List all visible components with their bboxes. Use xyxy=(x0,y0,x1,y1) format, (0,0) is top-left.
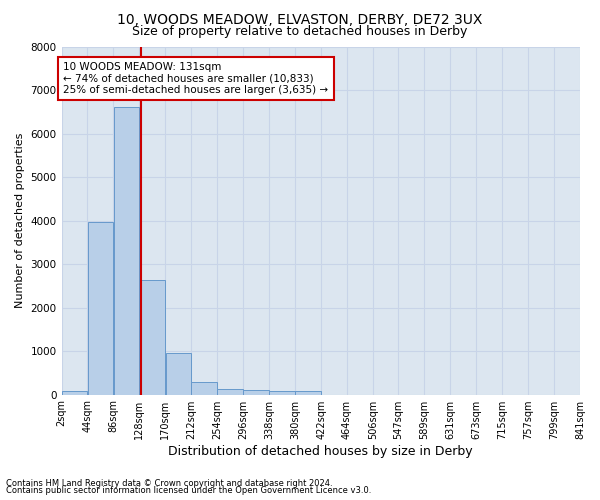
Bar xyxy=(140,280,165,394)
Y-axis label: Number of detached properties: Number of detached properties xyxy=(15,133,25,308)
X-axis label: Distribution of detached houses by size in Derby: Distribution of detached houses by size … xyxy=(169,444,473,458)
Bar xyxy=(166,353,191,395)
Text: Size of property relative to detached houses in Derby: Size of property relative to detached ho… xyxy=(133,25,467,38)
Bar xyxy=(269,392,295,394)
Bar xyxy=(217,389,243,394)
Text: Contains public sector information licensed under the Open Government Licence v3: Contains public sector information licen… xyxy=(6,486,371,495)
Bar xyxy=(191,382,217,394)
Bar xyxy=(62,392,88,394)
Text: 10 WOODS MEADOW: 131sqm
← 74% of detached houses are smaller (10,833)
25% of sem: 10 WOODS MEADOW: 131sqm ← 74% of detache… xyxy=(64,62,329,95)
Bar xyxy=(88,222,113,394)
Bar xyxy=(113,108,139,395)
Bar xyxy=(244,390,269,394)
Bar xyxy=(295,392,321,394)
Text: 10, WOODS MEADOW, ELVASTON, DERBY, DE72 3UX: 10, WOODS MEADOW, ELVASTON, DERBY, DE72 … xyxy=(118,12,482,26)
Text: Contains HM Land Registry data © Crown copyright and database right 2024.: Contains HM Land Registry data © Crown c… xyxy=(6,478,332,488)
